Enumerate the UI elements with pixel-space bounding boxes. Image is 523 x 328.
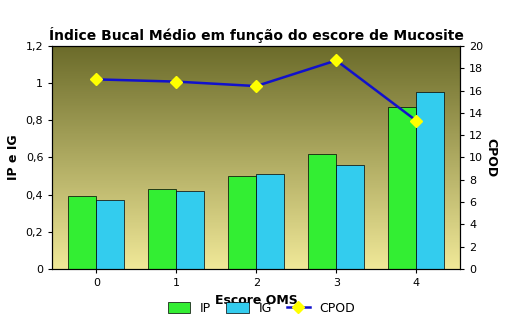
Bar [256,174,285,269]
Bar [69,196,96,269]
Bar [388,107,416,269]
Y-axis label: CPOD: CPOD [484,138,497,177]
Legend: IP, IG, CPOD: IP, IG, CPOD [164,298,359,318]
X-axis label: Escore OMS: Escore OMS [215,294,298,307]
Y-axis label: IP e IG: IP e IG [7,134,20,180]
Bar [228,176,256,269]
Title: Índice Bucal Médio em função do escore de Mucosite: Índice Bucal Médio em função do escore d… [49,27,464,43]
Bar [149,189,176,269]
Bar [96,200,124,269]
Bar [308,154,336,269]
Bar [416,92,444,269]
Bar [336,165,364,269]
Bar [176,191,204,269]
